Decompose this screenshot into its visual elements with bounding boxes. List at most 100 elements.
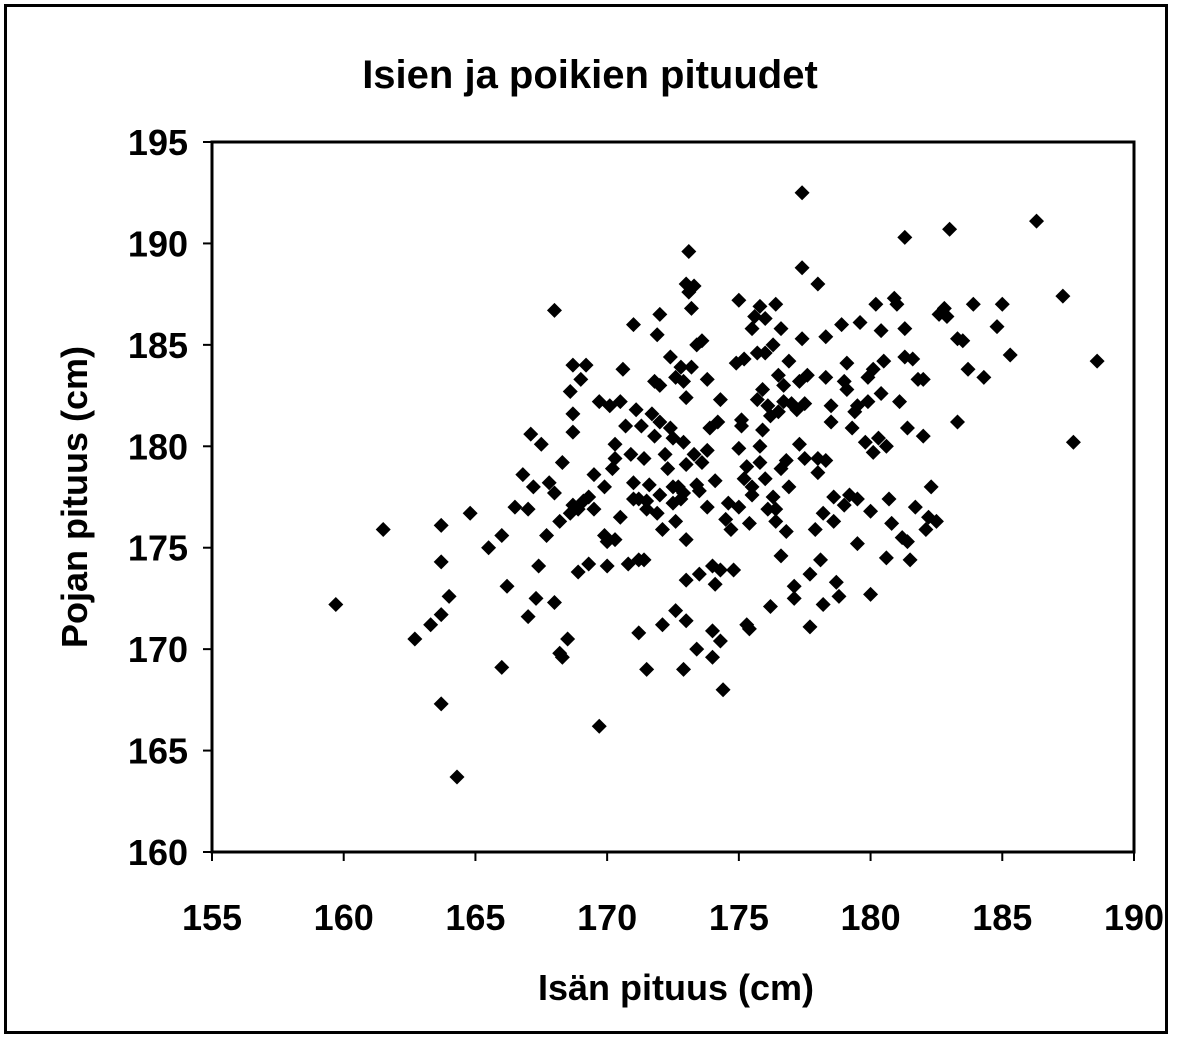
- data-point: [570, 564, 586, 580]
- data-point: [828, 574, 844, 590]
- data-point: [649, 505, 665, 521]
- data-point: [520, 501, 536, 517]
- data-point: [823, 398, 839, 414]
- chart-title: Isien ja poikien pituudet: [362, 53, 818, 97]
- data-point: [639, 661, 655, 677]
- data-point: [710, 414, 726, 430]
- data-point: [852, 315, 868, 331]
- y-tick-label: 185: [128, 325, 188, 366]
- data-point: [791, 436, 807, 452]
- data-point: [1055, 288, 1071, 304]
- data-point: [662, 349, 678, 365]
- data-point: [441, 588, 457, 604]
- x-axis: 155 160 165 170 175 180 185 190: [182, 852, 1164, 938]
- y-axis-title: Pojan pituus (cm): [54, 346, 95, 648]
- data-point: [902, 552, 918, 568]
- data-point: [765, 489, 781, 505]
- data-point: [760, 398, 776, 414]
- data-point: [652, 414, 668, 430]
- y-tick-label: 190: [128, 223, 188, 264]
- data-point: [770, 404, 786, 420]
- data-point: [639, 493, 655, 509]
- data-point: [712, 392, 728, 408]
- data-point: [857, 434, 873, 450]
- data-point: [676, 434, 692, 450]
- data-point: [942, 221, 958, 237]
- data-point: [712, 633, 728, 649]
- data-point: [494, 659, 510, 675]
- data-point: [1089, 353, 1105, 369]
- data-point: [815, 505, 831, 521]
- x-tick-label: 160: [314, 897, 374, 938]
- data-point: [744, 487, 760, 503]
- data-point: [741, 621, 757, 637]
- data-point: [678, 390, 694, 406]
- data-point: [839, 355, 855, 371]
- data-point: [520, 609, 536, 625]
- data-point: [639, 501, 655, 517]
- data-point: [778, 452, 794, 468]
- x-tick-label: 190: [1104, 897, 1164, 938]
- data-point: [694, 333, 710, 349]
- data-point: [699, 442, 715, 458]
- data-point: [560, 631, 576, 647]
- data-point: [749, 345, 765, 361]
- data-point: [652, 377, 668, 393]
- data-point: [649, 327, 665, 343]
- data-point: [794, 260, 810, 276]
- data-point: [647, 428, 663, 444]
- data-point: [797, 396, 813, 412]
- data-point: [797, 450, 813, 466]
- data-point: [989, 319, 1005, 335]
- data-point: [723, 521, 739, 537]
- data-point: [873, 386, 889, 402]
- data-point: [849, 536, 865, 552]
- data-point: [818, 369, 834, 385]
- data-point: [731, 499, 747, 515]
- data-point: [625, 475, 641, 491]
- data-point: [581, 489, 597, 505]
- data-point: [1029, 213, 1045, 229]
- data-point: [654, 521, 670, 537]
- data-point: [810, 276, 826, 292]
- data-point: [731, 292, 747, 308]
- data-point: [494, 528, 510, 544]
- data-point: [636, 552, 652, 568]
- data-point: [586, 467, 602, 483]
- data-point: [541, 475, 557, 491]
- data-point: [433, 696, 449, 712]
- data-point: [768, 501, 784, 517]
- data-point: [818, 329, 834, 345]
- data-point: [523, 426, 539, 442]
- data-point: [802, 619, 818, 635]
- data-point: [818, 452, 834, 468]
- data-point: [776, 377, 792, 393]
- data-point: [423, 617, 439, 633]
- data-point: [794, 331, 810, 347]
- data-point: [905, 351, 921, 367]
- data-point: [662, 420, 678, 436]
- data-point: [744, 321, 760, 337]
- data-point: [636, 450, 652, 466]
- data-point: [533, 436, 549, 452]
- data-point: [831, 588, 847, 604]
- data-point: [899, 420, 915, 436]
- data-point: [623, 446, 639, 462]
- data-point: [562, 384, 578, 400]
- data-point: [657, 446, 673, 462]
- data-point: [918, 521, 934, 537]
- data-point: [683, 359, 699, 375]
- data-point: [752, 438, 768, 454]
- data-point: [762, 599, 778, 615]
- data-point: [546, 302, 562, 318]
- data-point: [652, 306, 668, 322]
- data-point: [694, 455, 710, 471]
- data-point: [552, 513, 568, 529]
- data-point: [781, 353, 797, 369]
- data-point: [892, 394, 908, 410]
- data-point: [462, 505, 478, 521]
- data-point: [873, 323, 889, 339]
- data-point: [591, 718, 607, 734]
- x-axis-title: Isän pituus (cm): [538, 967, 814, 1008]
